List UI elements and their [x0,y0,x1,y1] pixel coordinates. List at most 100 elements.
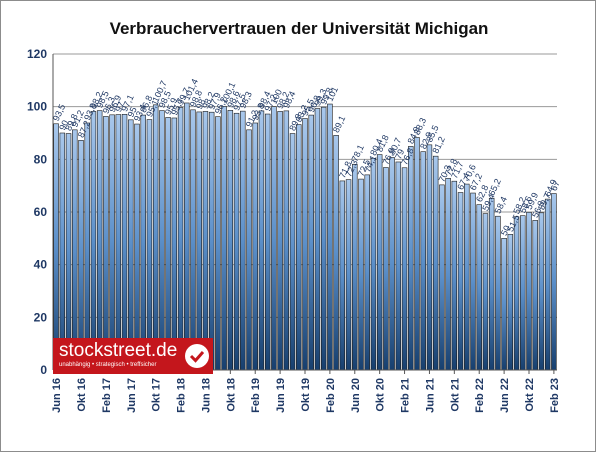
logo-name: stockstreet.de [59,340,178,361]
bar-apr-18 [190,109,196,371]
y-tick-label: 120 [27,47,47,61]
x-tick-label: Feb 22 [474,378,486,413]
x-tick-label: Jun 22 [499,378,511,413]
bar-nov-22 [532,220,538,371]
x-tick-label: Jun 20 [350,378,362,413]
bar-mai-21 [420,151,426,371]
bar-mai-17 [121,114,128,371]
bar-jan-22 [470,192,476,371]
chart-title: Verbrauchervertrauen der Universität Mic… [109,19,489,38]
bar-nov-18 [233,112,240,371]
bar-nov-17 [159,110,165,371]
bar-sep-17 [146,119,153,371]
bar-dez-20 [389,157,395,371]
bar-jan-21 [395,161,402,371]
x-tick-label: Okt 16 [76,378,88,412]
bar-dez-16 [90,111,97,371]
x-tick-label: Feb 21 [400,378,412,413]
x-tick-label: Feb 23 [549,378,561,413]
x-tick-label: Okt 21 [449,378,461,412]
bar-dez-22 [538,212,545,371]
bar-jun-17 [128,119,134,371]
data-label: 67 [549,179,562,192]
bar-mrz-20 [333,135,339,371]
y-tick-label: 100 [27,100,47,114]
x-tick-label: Jun 16 [51,378,63,413]
y-tick-label: 60 [34,205,48,219]
bar-mai-22 [495,215,501,371]
bar-okt-21 [451,180,458,371]
x-tick-label: Feb 20 [325,378,337,413]
bar-aug-19 [289,133,296,371]
bar-mrz-17 [109,114,115,371]
bar-jul-21 [432,155,439,371]
bar-jan-18 [171,117,178,371]
x-tick-label: Jun 18 [200,378,212,413]
bar-sep-16 [72,129,78,371]
bar-feb-19 [252,122,258,371]
y-tick-label: 0 [40,363,47,377]
bar-feb-20 [327,103,333,371]
x-tick-label: Jun 21 [424,378,436,413]
x-tick-label: Okt 20 [375,378,387,412]
bar-aug-20 [364,174,370,371]
bar-apr-21 [414,137,420,371]
data-label: 97 [113,100,126,113]
logo-tagline: unabhängig • strategisch • treffsicher [59,362,157,368]
x-tick-label: Okt 19 [300,378,312,412]
bar-aug-17 [140,114,146,371]
bar-mai-20 [345,179,352,371]
bar-sep-21 [445,177,451,371]
bar-jul-18 [208,111,215,371]
bar-nov-19 [308,114,314,371]
bar-aug-18 [215,116,221,371]
bar-aug-22 [513,216,520,371]
bar-mai-19 [271,106,277,371]
bar-mrz-22 [482,213,489,371]
bar-dez-19 [314,108,321,371]
bar-apr-20 [339,180,346,371]
bar-nov-16 [84,122,90,371]
y-tick-label: 20 [34,310,48,324]
bar-okt-20 [376,154,383,371]
x-tick-label: Feb 17 [101,378,113,413]
bar-jun-20 [352,164,358,371]
data-label: 50 [499,224,512,237]
bar-apr-22 [488,198,495,371]
bar-jul-20 [358,178,364,371]
data-label: 95 [126,105,139,118]
bar-dez-21 [464,183,470,371]
x-tick-label: Feb 18 [176,378,188,413]
bar-nov-20 [383,167,389,371]
x-tick-label: Feb 19 [250,378,262,413]
data-label: 79 [393,148,406,161]
bar-aug-16 [65,133,72,371]
bar-mai-18 [196,111,202,371]
bar-sep-19 [296,124,302,371]
bar-jun-16 [53,123,59,371]
bar-jan-19 [246,129,252,371]
bar-okt-19 [302,118,308,371]
bar-mrz-18 [184,102,190,371]
bar-jun-19 [277,111,283,371]
bar-jan-17 [96,110,103,371]
stockstreet-logo: stockstreet.de unabhängig • strategisch … [53,338,213,374]
bar-okt-18 [227,110,234,371]
bar-jan-20 [320,106,327,371]
bar-okt-17 [152,104,159,371]
bar-feb-22 [476,204,482,371]
bar-jul-17 [134,123,140,371]
bar-dez-18 [240,110,246,371]
x-tick-label: Okt 17 [151,378,163,412]
bar-apr-17 [115,114,122,371]
bar-apr-19 [264,113,271,371]
bar-jul-19 [283,110,290,371]
bar-okt-22 [526,211,532,371]
bar-feb-21 [401,167,408,371]
y-tick-label: 80 [34,152,48,166]
data-label: 98 [194,97,207,110]
bar-mrz-21 [408,146,414,371]
x-tick-label: Okt 18 [225,378,237,412]
